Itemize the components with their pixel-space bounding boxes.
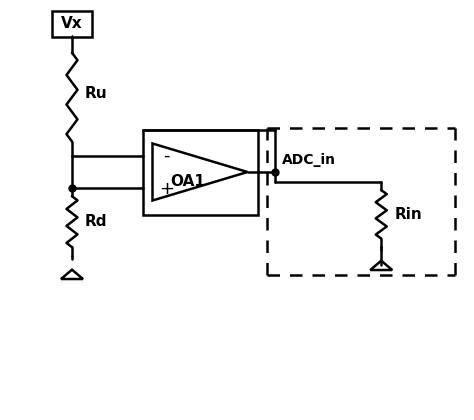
Text: OA1: OA1 — [171, 174, 205, 189]
Text: Rin: Rin — [394, 207, 422, 222]
Text: +: + — [159, 180, 174, 198]
Text: Vx: Vx — [61, 16, 83, 32]
Text: Rd: Rd — [85, 214, 108, 229]
Bar — [143, 129, 257, 215]
Text: -: - — [163, 146, 170, 164]
Text: ADC_in: ADC_in — [282, 153, 336, 167]
Text: Ru: Ru — [85, 86, 108, 101]
